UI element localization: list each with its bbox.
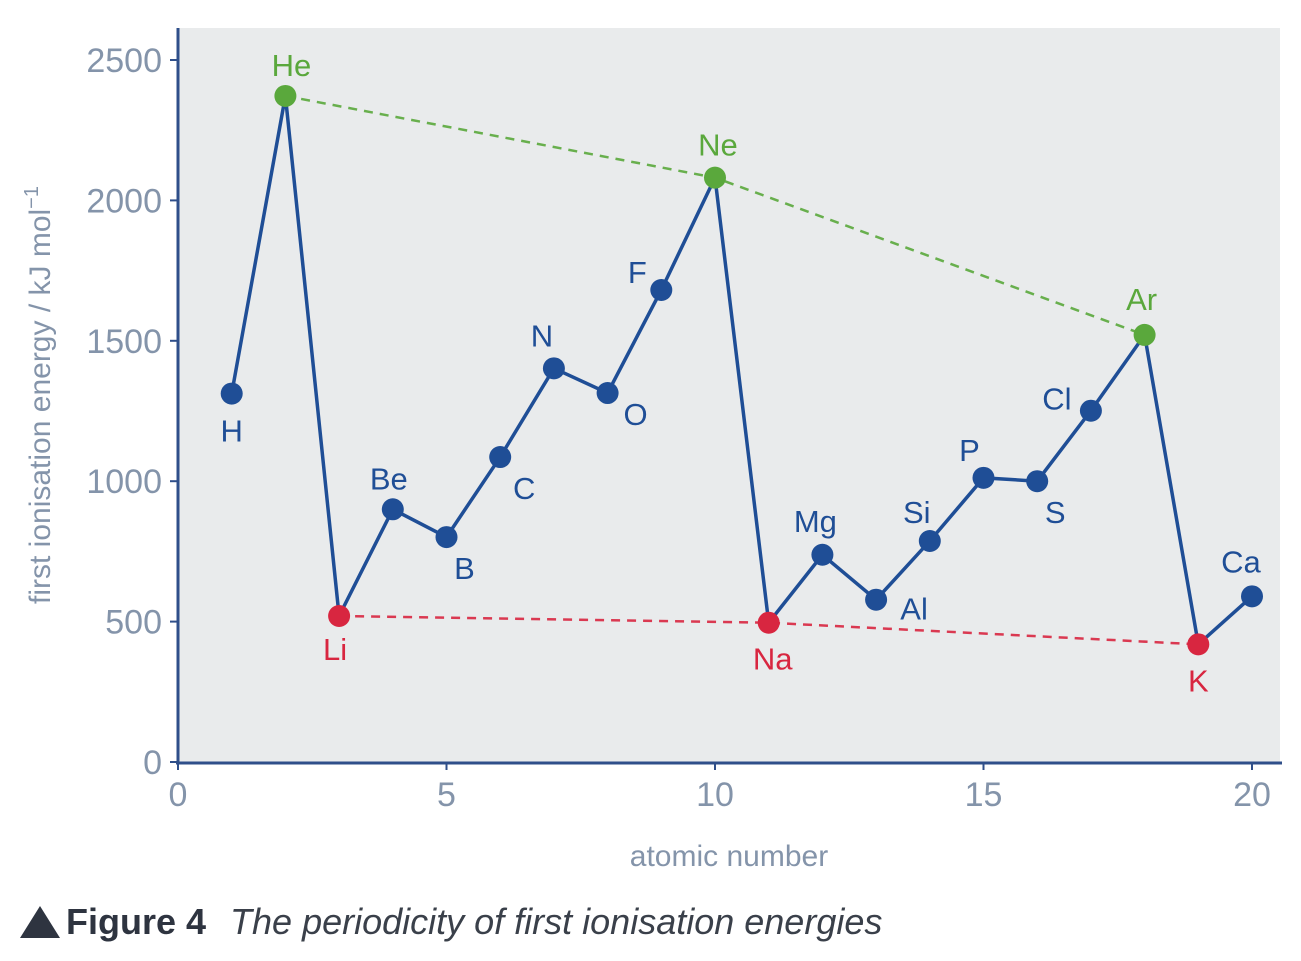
point-label-b: B — [454, 551, 475, 586]
y-axis-title-superscript: −1 — [21, 186, 43, 209]
data-point-ar — [1133, 323, 1156, 346]
data-point-b — [435, 526, 458, 549]
data-point-k — [1187, 633, 1210, 656]
x-tick-label: 5 — [437, 776, 456, 814]
point-label-na: Na — [753, 642, 793, 677]
x-tick-label: 10 — [696, 776, 734, 814]
x-axis-title: atomic number — [630, 840, 828, 873]
data-point-s — [1026, 470, 1049, 493]
data-point-mg — [811, 543, 834, 566]
ticks: 0 500 1000 1500 2000 2500 0 5 10 15 20 — [86, 42, 1271, 814]
ionisation-energy-chart: 0 500 1000 1500 2000 2500 0 5 10 15 20 H He Li Be B C N O… — [21, 28, 1282, 873]
point-label-si: Si — [903, 495, 931, 530]
data-point-p — [972, 466, 995, 489]
data-point-n — [542, 357, 565, 380]
point-label-li: Li — [323, 632, 347, 667]
point-label-c: C — [513, 471, 535, 506]
x-tick-label: 15 — [965, 776, 1003, 814]
x-tick-label: 0 — [169, 776, 188, 814]
point-label-o: O — [624, 397, 648, 432]
figure-label: Figure 4 — [66, 901, 207, 942]
point-label-s: S — [1045, 495, 1066, 530]
y-tick-label: 1000 — [86, 463, 162, 501]
y-tick-label: 2500 — [86, 42, 162, 80]
data-point-f — [650, 278, 673, 301]
point-label-he: He — [272, 48, 312, 83]
figure-caption: Figure 4 The periodicity of first ionisa… — [20, 898, 882, 946]
triangle-marker-icon — [20, 906, 60, 938]
point-label-mg: Mg — [794, 504, 837, 539]
y-tick-label: 2000 — [86, 182, 162, 220]
data-point-be — [381, 498, 404, 521]
data-point-al — [865, 588, 888, 611]
data-point-li — [328, 604, 351, 627]
data-point-h — [220, 382, 243, 405]
point-label-f: F — [628, 255, 647, 290]
axes — [176, 28, 1282, 765]
y-tick-label: 500 — [105, 604, 162, 642]
point-label-al: Al — [900, 592, 928, 627]
data-point-ca — [1241, 585, 1263, 608]
point-label-ar: Ar — [1126, 282, 1157, 317]
point-label-p: P — [959, 433, 980, 468]
point-labels: H He Li Be B C N O F Ne Na Mg Al Si P S Cl Ar K Ca — [221, 48, 1262, 698]
point-label-h: H — [221, 414, 243, 449]
point-label-be: Be — [370, 461, 408, 496]
x-tick-label: 20 — [1233, 776, 1271, 814]
data-points — [220, 84, 1263, 656]
point-label-k: K — [1188, 663, 1209, 698]
data-point-o — [596, 382, 619, 405]
y-tick-label: 0 — [143, 744, 162, 782]
data-point-c — [489, 446, 512, 469]
data-point-he — [274, 84, 297, 107]
y-axis-title-main: first ionisation energy / kJ mol — [24, 209, 57, 604]
data-point-ne — [704, 166, 726, 189]
point-label-n: N — [531, 318, 553, 353]
point-label-cl: Cl — [1042, 382, 1071, 417]
data-point-cl — [1079, 399, 1102, 422]
data-point-na — [757, 611, 780, 634]
data-point-si — [918, 530, 941, 553]
point-label-ca: Ca — [1221, 544, 1261, 579]
y-tick-label: 1500 — [86, 323, 162, 361]
point-label-ne: Ne — [698, 128, 738, 163]
caption-text: The periodicity of first ionisation ener… — [230, 901, 883, 942]
y-axis-title: first ionisation energy / kJ mol−1 — [21, 186, 57, 604]
